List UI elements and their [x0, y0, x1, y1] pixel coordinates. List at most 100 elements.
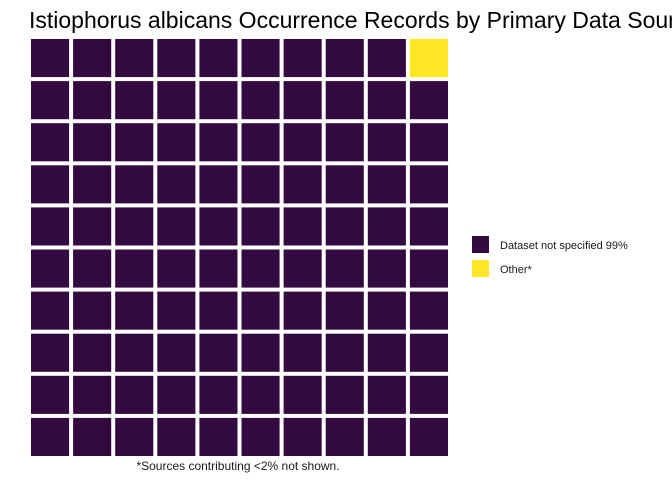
waffle-cell — [199, 417, 238, 456]
waffle-cell — [325, 123, 364, 162]
waffle-cell — [367, 291, 406, 330]
waffle-cell — [409, 39, 448, 78]
waffle-cell — [157, 81, 196, 120]
waffle-cell — [409, 165, 448, 204]
waffle-cell — [73, 375, 112, 414]
waffle-cell — [157, 39, 196, 78]
waffle-cell — [325, 375, 364, 414]
waffle-cell — [199, 333, 238, 372]
waffle-cell — [283, 165, 322, 204]
waffle-cell — [73, 249, 112, 288]
waffle-cell — [115, 291, 154, 330]
waffle-cell — [409, 417, 448, 456]
waffle-cell — [157, 165, 196, 204]
waffle-cell — [31, 249, 70, 288]
waffle-cell — [367, 81, 406, 120]
waffle-cell — [115, 249, 154, 288]
waffle-cell — [325, 333, 364, 372]
legend: Dataset not specified 99% Other* — [472, 236, 628, 277]
waffle-cell — [409, 81, 448, 120]
waffle-cell — [115, 123, 154, 162]
waffle-cell — [199, 249, 238, 288]
waffle-cell — [199, 165, 238, 204]
waffle-cell — [241, 207, 280, 246]
waffle-cell — [367, 249, 406, 288]
waffle-cell — [409, 207, 448, 246]
waffle-cell — [241, 291, 280, 330]
waffle-cell — [199, 123, 238, 162]
waffle-cell — [325, 81, 364, 120]
waffle-cell — [367, 417, 406, 456]
waffle-cell — [73, 207, 112, 246]
legend-swatch-dataset-not-specified — [472, 236, 489, 253]
waffle-cell — [325, 165, 364, 204]
waffle-cell — [367, 123, 406, 162]
waffle-cell — [283, 39, 322, 78]
waffle-cell — [409, 375, 448, 414]
waffle-cell — [199, 291, 238, 330]
waffle-cell — [241, 375, 280, 414]
waffle-cell — [367, 165, 406, 204]
waffle-cell — [157, 123, 196, 162]
waffle-cell — [157, 417, 196, 456]
waffle-cell — [31, 291, 70, 330]
waffle-cell — [283, 123, 322, 162]
waffle-cell — [199, 207, 238, 246]
waffle-cell — [367, 207, 406, 246]
waffle-cell — [115, 417, 154, 456]
waffle-cell — [241, 417, 280, 456]
waffle-cell — [199, 81, 238, 120]
waffle-cell — [325, 417, 364, 456]
legend-swatch-other — [472, 260, 489, 277]
waffle-cell — [325, 249, 364, 288]
legend-label-dataset-not-specified: Dataset not specified 99% — [500, 240, 628, 252]
waffle-cell — [241, 81, 280, 120]
waffle-cell — [241, 123, 280, 162]
waffle-cell — [73, 123, 112, 162]
waffle-cell — [31, 81, 70, 120]
chart-title: Istiophorus albicans Occurrence Records … — [29, 7, 672, 33]
waffle-cell — [409, 291, 448, 330]
waffle-cell — [409, 333, 448, 372]
waffle-cell — [31, 207, 70, 246]
waffle-cell — [73, 333, 112, 372]
waffle-cell — [283, 417, 322, 456]
waffle-cell — [157, 333, 196, 372]
waffle-cell — [73, 417, 112, 456]
waffle-cell — [283, 207, 322, 246]
waffle-cell — [157, 375, 196, 414]
waffle-grid — [31, 39, 448, 456]
waffle-cell — [115, 333, 154, 372]
waffle-cell — [367, 375, 406, 414]
waffle-cell — [31, 417, 70, 456]
waffle-cell — [367, 39, 406, 78]
waffle-cell — [31, 123, 70, 162]
waffle-cell — [115, 39, 154, 78]
waffle-cell — [367, 333, 406, 372]
waffle-cell — [241, 165, 280, 204]
waffle-cell — [325, 207, 364, 246]
waffle-cell — [325, 291, 364, 330]
waffle-cell — [31, 375, 70, 414]
waffle-cell — [409, 249, 448, 288]
waffle-cell — [283, 249, 322, 288]
waffle-cell — [73, 81, 112, 120]
waffle-cell — [73, 39, 112, 78]
waffle-cell — [31, 39, 70, 78]
waffle-cell — [241, 39, 280, 78]
waffle-cell — [157, 207, 196, 246]
waffle-cell — [283, 81, 322, 120]
waffle-cell — [31, 333, 70, 372]
waffle-cell — [241, 333, 280, 372]
waffle-cell — [283, 291, 322, 330]
waffle-cell — [73, 291, 112, 330]
waffle-cell — [115, 207, 154, 246]
waffle-cell — [157, 291, 196, 330]
waffle-cell — [199, 375, 238, 414]
waffle-cell — [115, 165, 154, 204]
waffle-cell — [409, 123, 448, 162]
waffle-cell — [115, 81, 154, 120]
waffle-cell — [241, 249, 280, 288]
waffle-cell — [157, 249, 196, 288]
